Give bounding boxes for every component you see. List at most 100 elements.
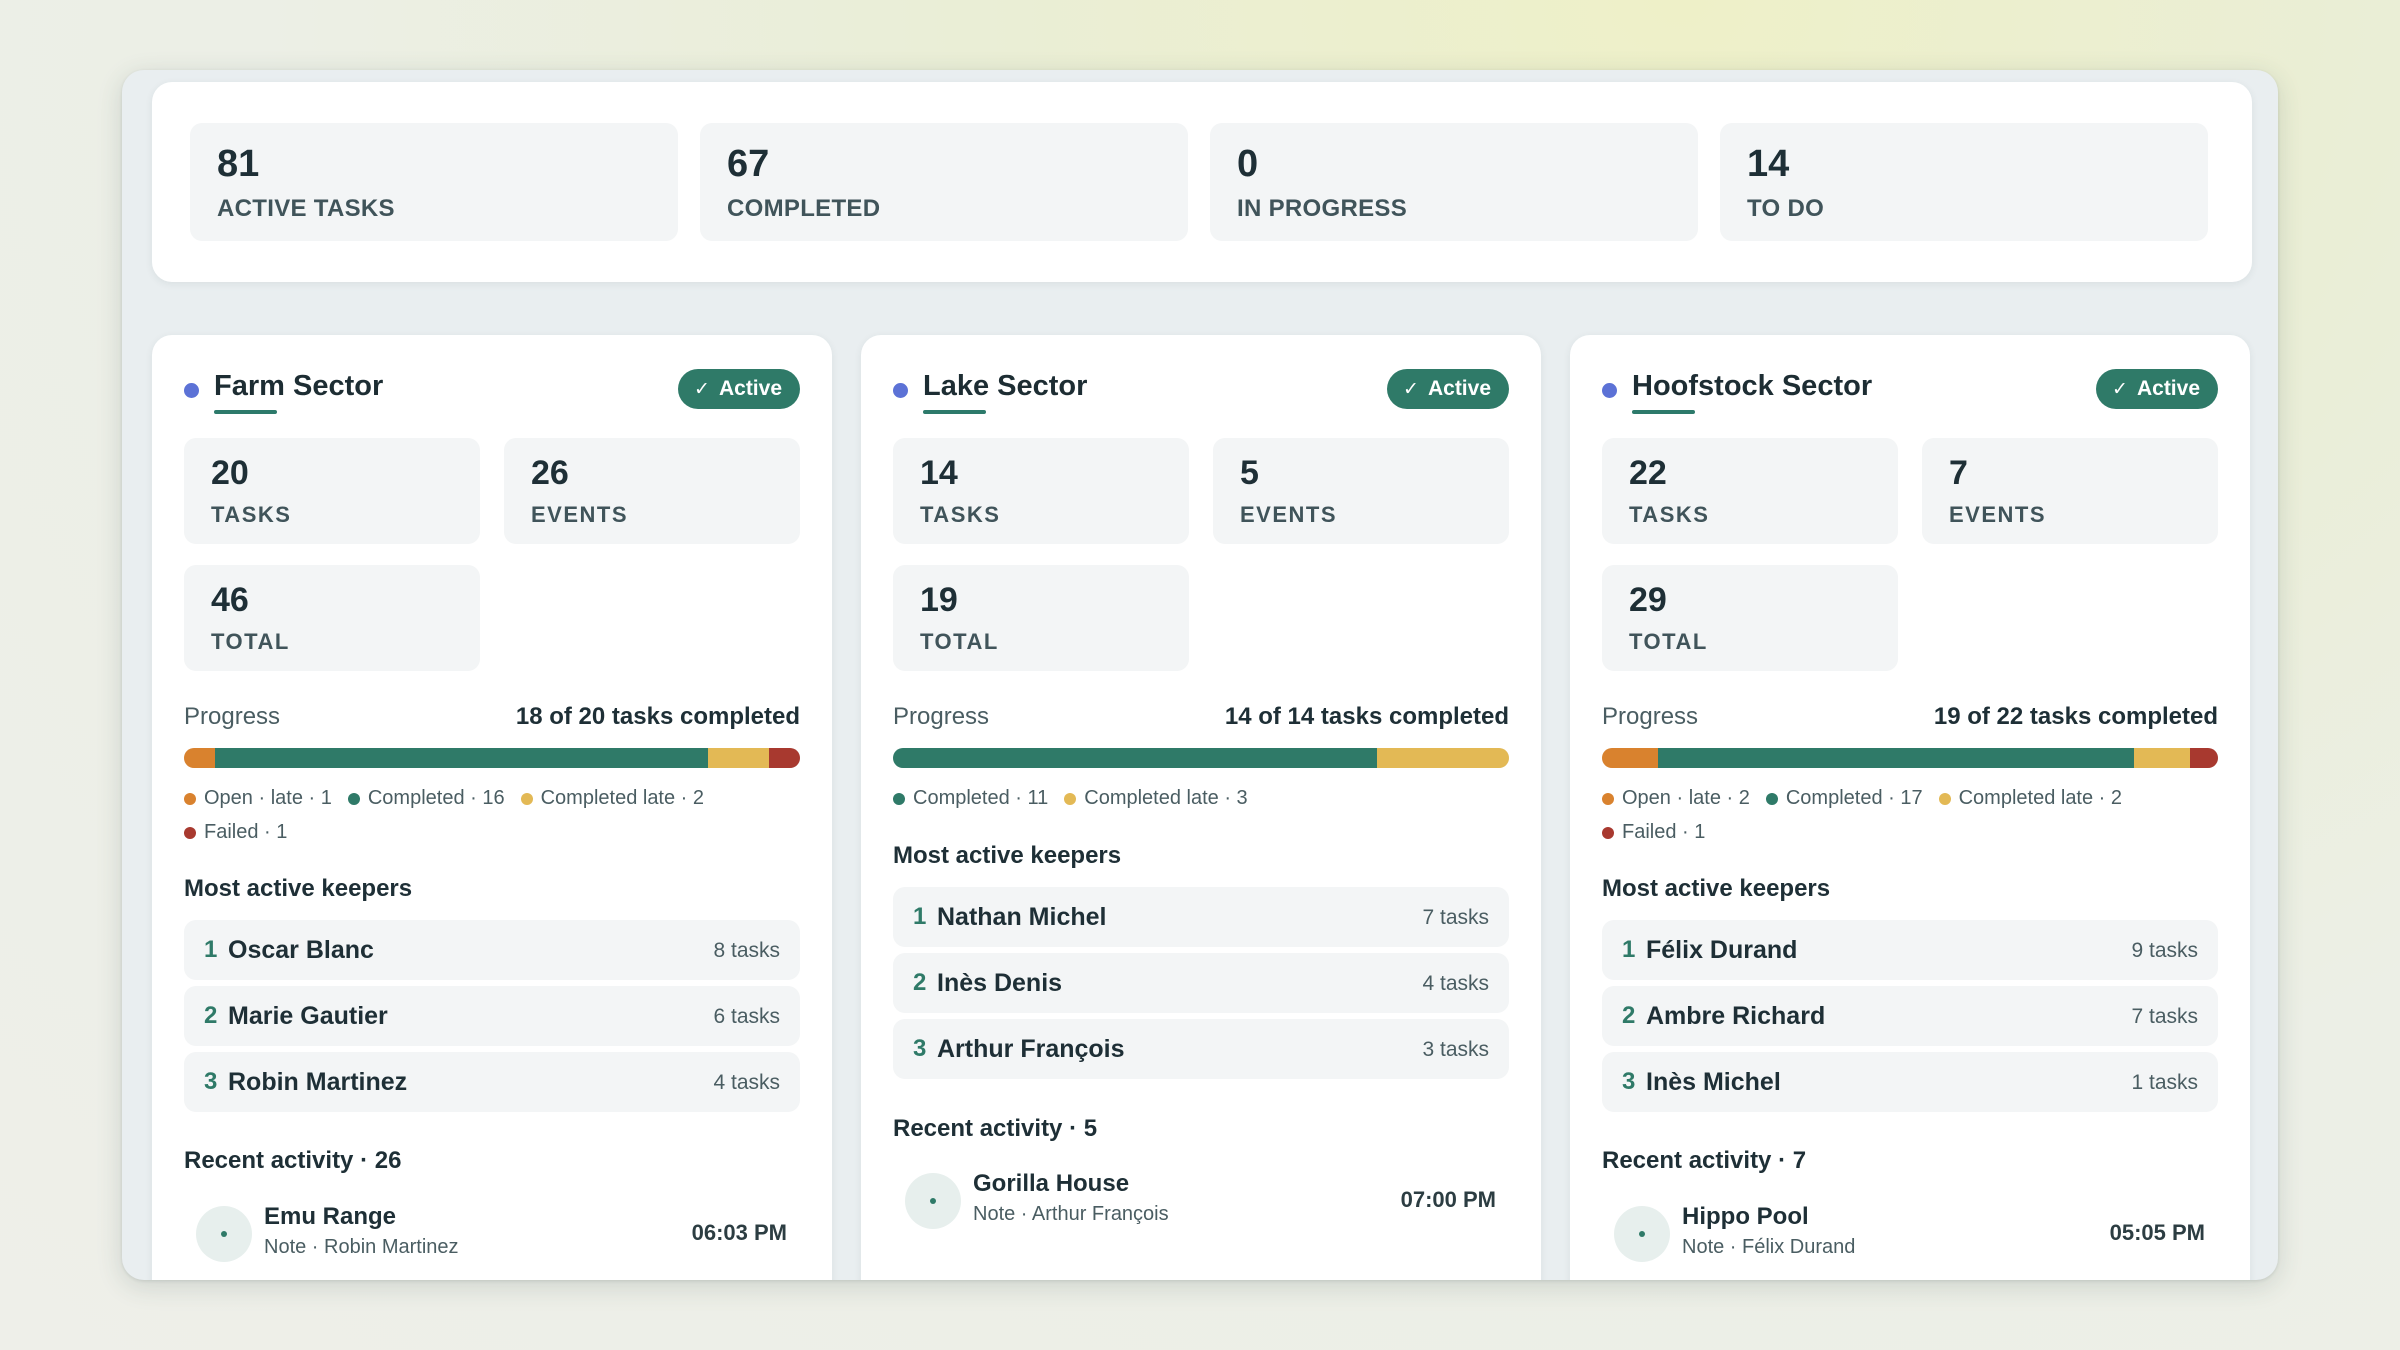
total-stat[interactable]: 19 TOTAL — [893, 565, 1189, 671]
sector-card-hoofstock: Hoofstock Sector ✓ Active 22 TASKS 7 EVE… — [1570, 335, 2250, 1280]
legend-item: Completed · 11 — [893, 781, 1048, 815]
tasks-stat[interactable]: 20 TASKS — [184, 438, 480, 544]
keeper-name: Ambre Richard — [1646, 1002, 1826, 1030]
legend-item: Completed late · 3 — [1064, 781, 1248, 815]
activity-item[interactable]: Gorilla House Note · Arthur François 07:… — [893, 1167, 1509, 1237]
stat-value: 81 — [217, 143, 260, 185]
active-badge[interactable]: ✓ Active — [678, 369, 800, 409]
keeper-rank: 2 — [1622, 1002, 1636, 1029]
events-stat[interactable]: 5 EVENTS — [1213, 438, 1509, 544]
events-stat[interactable]: 26 EVENTS — [504, 438, 800, 544]
keeper-row[interactable]: 2 Ambre Richard 7 tasks — [1602, 986, 2218, 1046]
sector-status-dot — [1602, 383, 1617, 398]
sector-title[interactable]: Farm Sector — [214, 370, 384, 402]
keeper-name: Oscar Blanc — [228, 936, 374, 964]
keeper-row[interactable]: 1 Félix Durand 9 tasks — [1602, 920, 2218, 980]
recent-activity-title: Recent activity · 7 — [1602, 1147, 1807, 1174]
events-value: 26 — [531, 454, 569, 492]
stat-label: ACTIVE TASKS — [217, 195, 395, 222]
note-icon — [905, 1173, 961, 1229]
stat-value: 14 — [1747, 143, 1790, 185]
check-icon: ✓ — [2112, 378, 2128, 400]
activity-meta: Note · Robin Martinez — [264, 1236, 459, 1258]
keeper-row[interactable]: 3 Robin Martinez 4 tasks — [184, 1052, 800, 1112]
tasks-value: 20 — [211, 454, 249, 492]
keeper-rank: 2 — [204, 1002, 218, 1029]
tasks-label: TASKS — [211, 502, 292, 527]
stat-completed[interactable]: 67 COMPLETED — [700, 123, 1188, 241]
total-value: 29 — [1629, 581, 1667, 619]
activity-meta: Note · Arthur François — [973, 1203, 1169, 1225]
progress-label: Progress — [893, 703, 990, 730]
stat-active-tasks[interactable]: 81 ACTIVE TASKS — [190, 123, 678, 241]
progress-label: Progress — [1602, 703, 1699, 730]
legend-item: Open · late · 1 — [184, 781, 332, 815]
sector-title[interactable]: Hoofstock Sector — [1632, 370, 1873, 402]
legend-label: Open · late · 2 — [1622, 787, 1750, 809]
keeper-name: Marie Gautier — [228, 1002, 388, 1030]
progress-segment-open-late — [1602, 748, 1658, 768]
keeper-row[interactable]: 1 Oscar Blanc 8 tasks — [184, 920, 800, 980]
tasks-stat[interactable]: 14 TASKS — [893, 438, 1189, 544]
keepers-title: Most active keepers — [184, 875, 413, 902]
sector-card-lake: Lake Sector ✓ Active 14 TASKS 5 EVENTS 1… — [861, 335, 1541, 1280]
summary-panel: 81 ACTIVE TASKS 67 COMPLETED 0 IN PROGRE… — [152, 82, 2252, 282]
keeper-rank: 3 — [913, 1035, 927, 1062]
total-stat[interactable]: 46 TOTAL — [184, 565, 480, 671]
stat-in-progress[interactable]: 0 IN PROGRESS — [1210, 123, 1698, 241]
sector-card-farm: Farm Sector ✓ Active 20 TASKS 26 EVENTS … — [152, 335, 832, 1280]
sector-status-dot — [184, 383, 199, 398]
active-badge[interactable]: ✓ Active — [1387, 369, 1509, 409]
activity-item[interactable]: Emu Range Note · Robin Martinez 06:03 PM — [184, 1200, 800, 1270]
progress-summary: 19 of 22 tasks completed — [1933, 703, 2218, 730]
tasks-stat[interactable]: 22 TASKS — [1602, 438, 1898, 544]
keeper-name: Inès Michel — [1646, 1068, 1781, 1096]
legend-dot-icon — [1602, 827, 1614, 839]
tasks-value: 14 — [920, 454, 958, 492]
total-stat[interactable]: 29 TOTAL — [1602, 565, 1898, 671]
keeper-row[interactable]: 1 Nathan Michel 7 tasks — [893, 887, 1509, 947]
sector-title[interactable]: Lake Sector — [923, 370, 1088, 402]
total-value: 46 — [211, 581, 249, 619]
keeper-task-count: 9 tasks — [2131, 939, 2198, 962]
stat-to-do[interactable]: 14 TO DO — [1720, 123, 2208, 241]
title-underline — [214, 410, 277, 414]
active-badge[interactable]: ✓ Active — [2096, 369, 2218, 409]
keepers-title: Most active keepers — [1602, 875, 1831, 902]
progress-bar — [893, 748, 1509, 768]
progress-segment-completed-late — [1377, 748, 1509, 768]
legend-item: Completed · 17 — [1765, 781, 1923, 815]
progress-legend: Open · late · 2 Completed · 17 Completed l… — [1602, 781, 2218, 849]
keeper-row[interactable]: 2 Marie Gautier 6 tasks — [184, 986, 800, 1046]
events-stat[interactable]: 7 EVENTS — [1922, 438, 2218, 544]
stat-label: TO DO — [1747, 195, 1825, 222]
keeper-row[interactable]: 2 Inès Denis 4 tasks — [893, 953, 1509, 1013]
progress-legend: Completed · 11 Completed late · 3 — [893, 781, 1509, 815]
legend-dot-icon — [1938, 793, 1951, 805]
keeper-row[interactable]: 3 Inès Michel 1 tasks — [1602, 1052, 2218, 1112]
progress-row: Progress 14 of 14 tasks completed — [893, 703, 1509, 733]
keeper-name: Félix Durand — [1646, 936, 1798, 964]
title-underline — [1632, 410, 1695, 414]
badge-label: Active — [1427, 377, 1491, 400]
legend-item: Completed late · 2 — [1938, 781, 2122, 815]
legend-dot-icon — [893, 793, 905, 805]
keeper-task-count: 1 tasks — [2131, 1071, 2198, 1094]
recent-activity-title: Recent activity · 26 — [184, 1147, 402, 1174]
activity-time: 05:05 PM — [2109, 1220, 2205, 1245]
legend-label: Completed late · 2 — [540, 787, 705, 809]
activity-time: 06:03 PM — [691, 1220, 787, 1245]
progress-legend: Open · late · 1 Completed · 16 Completed l… — [184, 781, 800, 849]
keeper-rank: 3 — [204, 1068, 218, 1095]
sector-status-dot — [893, 383, 908, 398]
progress-row: Progress 18 of 20 tasks completed — [184, 703, 800, 733]
recent-activity-title: Recent activity · 5 — [893, 1115, 1098, 1142]
badge-label: Active — [2136, 377, 2200, 400]
keeper-row[interactable]: 3 Arthur François 3 tasks — [893, 1019, 1509, 1079]
activity-item[interactable]: Hippo Pool Note · Félix Durand 05:05 PM — [1602, 1200, 2218, 1270]
total-value: 19 — [920, 581, 958, 619]
progress-bar — [1602, 748, 2218, 768]
events-label: EVENTS — [1949, 502, 2047, 527]
activity-location: Hippo Pool — [1682, 1203, 1809, 1230]
keeper-name: Inès Denis — [937, 969, 1063, 997]
